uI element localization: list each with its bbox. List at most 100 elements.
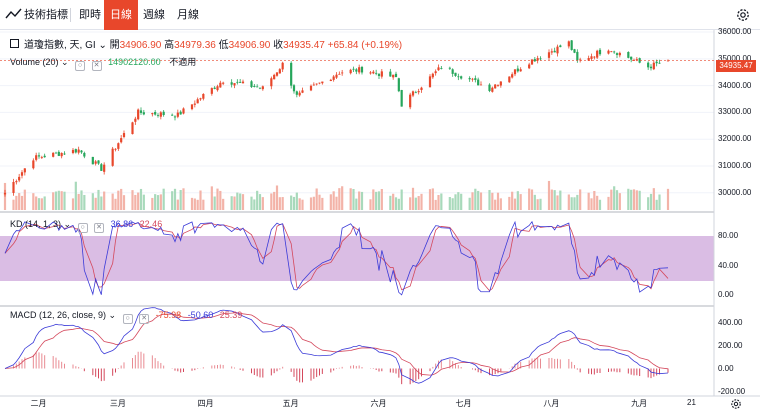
volume-bar bbox=[598, 199, 602, 210]
volume-bar bbox=[468, 197, 471, 210]
volume-bar bbox=[179, 190, 182, 210]
volume-bar bbox=[434, 199, 437, 210]
candle bbox=[103, 164, 106, 172]
candle bbox=[114, 148, 117, 150]
candle bbox=[397, 78, 400, 92]
candle bbox=[655, 61, 658, 64]
volume-bar bbox=[156, 195, 160, 210]
collapse-icon[interactable] bbox=[10, 39, 19, 48]
volume-bar bbox=[100, 196, 103, 210]
volume-bar bbox=[375, 191, 378, 210]
candle bbox=[590, 56, 593, 59]
macd-line bbox=[4, 307, 669, 384]
tab-realtime[interactable]: 即時 bbox=[79, 9, 101, 21]
candle bbox=[261, 86, 264, 90]
month-label: 七月 bbox=[455, 399, 472, 408]
volume-bar bbox=[57, 190, 60, 210]
candle bbox=[253, 85, 256, 87]
open-label: 開 bbox=[109, 40, 120, 51]
candle bbox=[587, 58, 590, 61]
volume-bar bbox=[559, 190, 562, 210]
volume-bar bbox=[658, 194, 661, 210]
gear-icon[interactable] bbox=[729, 397, 743, 411]
candle bbox=[414, 92, 417, 94]
month-label: 九月 bbox=[631, 399, 648, 408]
settings-small-icon[interactable]: ○ bbox=[75, 61, 86, 71]
volume-bar bbox=[230, 196, 233, 210]
candle bbox=[649, 66, 653, 69]
candle bbox=[52, 152, 55, 157]
price-tick-label: 31000.00 bbox=[718, 160, 752, 170]
close-icon[interactable]: ✕ bbox=[139, 314, 150, 324]
settings-small-icon[interactable]: ○ bbox=[77, 223, 88, 233]
chevron-down-icon[interactable]: ⌄ bbox=[58, 57, 69, 67]
last-price-tag: 34935.47 bbox=[716, 60, 756, 72]
volume-bar bbox=[120, 188, 123, 210]
price-tick-label: 34000.00 bbox=[718, 80, 752, 90]
volume-bar bbox=[576, 194, 579, 210]
indicators-button[interactable]: 技術指標 bbox=[24, 9, 68, 21]
volume-bar bbox=[638, 190, 641, 210]
volume-bar bbox=[77, 193, 80, 210]
volume-bar bbox=[222, 198, 225, 210]
volume-bar bbox=[519, 194, 522, 210]
candle bbox=[54, 152, 58, 154]
candle bbox=[295, 91, 298, 95]
volume-bar bbox=[460, 193, 463, 210]
volume-bar bbox=[35, 196, 38, 210]
candle bbox=[273, 74, 276, 80]
volume-bar bbox=[134, 194, 137, 210]
volume-bar bbox=[417, 196, 420, 210]
chevron-down-icon[interactable]: ⌄ bbox=[95, 40, 110, 51]
volume-label[interactable]: Volume (20) bbox=[10, 57, 59, 67]
candle bbox=[151, 113, 154, 115]
volume-bar bbox=[239, 193, 242, 210]
tab-daily[interactable]: 日線 bbox=[104, 0, 138, 30]
candle bbox=[434, 71, 437, 74]
gear-icon[interactable] bbox=[734, 6, 752, 24]
candle bbox=[539, 58, 542, 60]
chevron-down-icon[interactable]: ⌄ bbox=[61, 219, 72, 229]
close-icon[interactable]: ✕ bbox=[91, 61, 102, 71]
candle bbox=[579, 59, 582, 61]
volume-bar bbox=[647, 197, 650, 210]
candle bbox=[598, 49, 602, 55]
symbol-name[interactable]: 道瓊指數, 天, GI bbox=[24, 40, 96, 51]
candle bbox=[142, 112, 145, 115]
volume-bar bbox=[253, 199, 256, 210]
volume-bar bbox=[117, 190, 120, 210]
open-value: 34906.90 bbox=[119, 40, 162, 51]
chevron-down-icon[interactable]: ⌄ bbox=[106, 310, 117, 320]
low-value: 34906.90 bbox=[228, 40, 271, 51]
close-icon[interactable]: ✕ bbox=[94, 223, 105, 233]
volume-bar bbox=[273, 191, 276, 210]
volume-bar bbox=[159, 194, 162, 210]
volume-bar bbox=[341, 186, 344, 210]
macd-label[interactable]: MACD (12, 26, close, 9) bbox=[10, 310, 107, 320]
volume-bar bbox=[71, 198, 75, 210]
volume-bar bbox=[358, 191, 361, 210]
candle bbox=[372, 71, 375, 74]
volume-bar bbox=[496, 192, 500, 210]
candle bbox=[315, 83, 318, 85]
volume-bar bbox=[210, 186, 213, 210]
volume-bar bbox=[579, 189, 582, 210]
settings-small-icon[interactable]: ○ bbox=[122, 314, 133, 324]
candle bbox=[173, 116, 177, 118]
candle bbox=[120, 138, 123, 143]
candle bbox=[491, 87, 494, 92]
tab-monthly[interactable]: 月線 bbox=[177, 9, 199, 21]
indicators-icon[interactable] bbox=[4, 0, 24, 30]
candle bbox=[377, 73, 381, 76]
tab-weekly[interactable]: 週線 bbox=[143, 9, 165, 21]
candle bbox=[71, 149, 75, 154]
volume-bar bbox=[290, 195, 293, 210]
month-label: 二月 bbox=[30, 399, 47, 408]
volume-bar bbox=[536, 199, 539, 210]
volume-bar bbox=[114, 198, 117, 210]
candle bbox=[83, 152, 86, 157]
kd-label[interactable]: KD (14, 1, 3) bbox=[10, 219, 62, 229]
candle bbox=[329, 79, 332, 82]
volume-bar bbox=[556, 195, 559, 210]
